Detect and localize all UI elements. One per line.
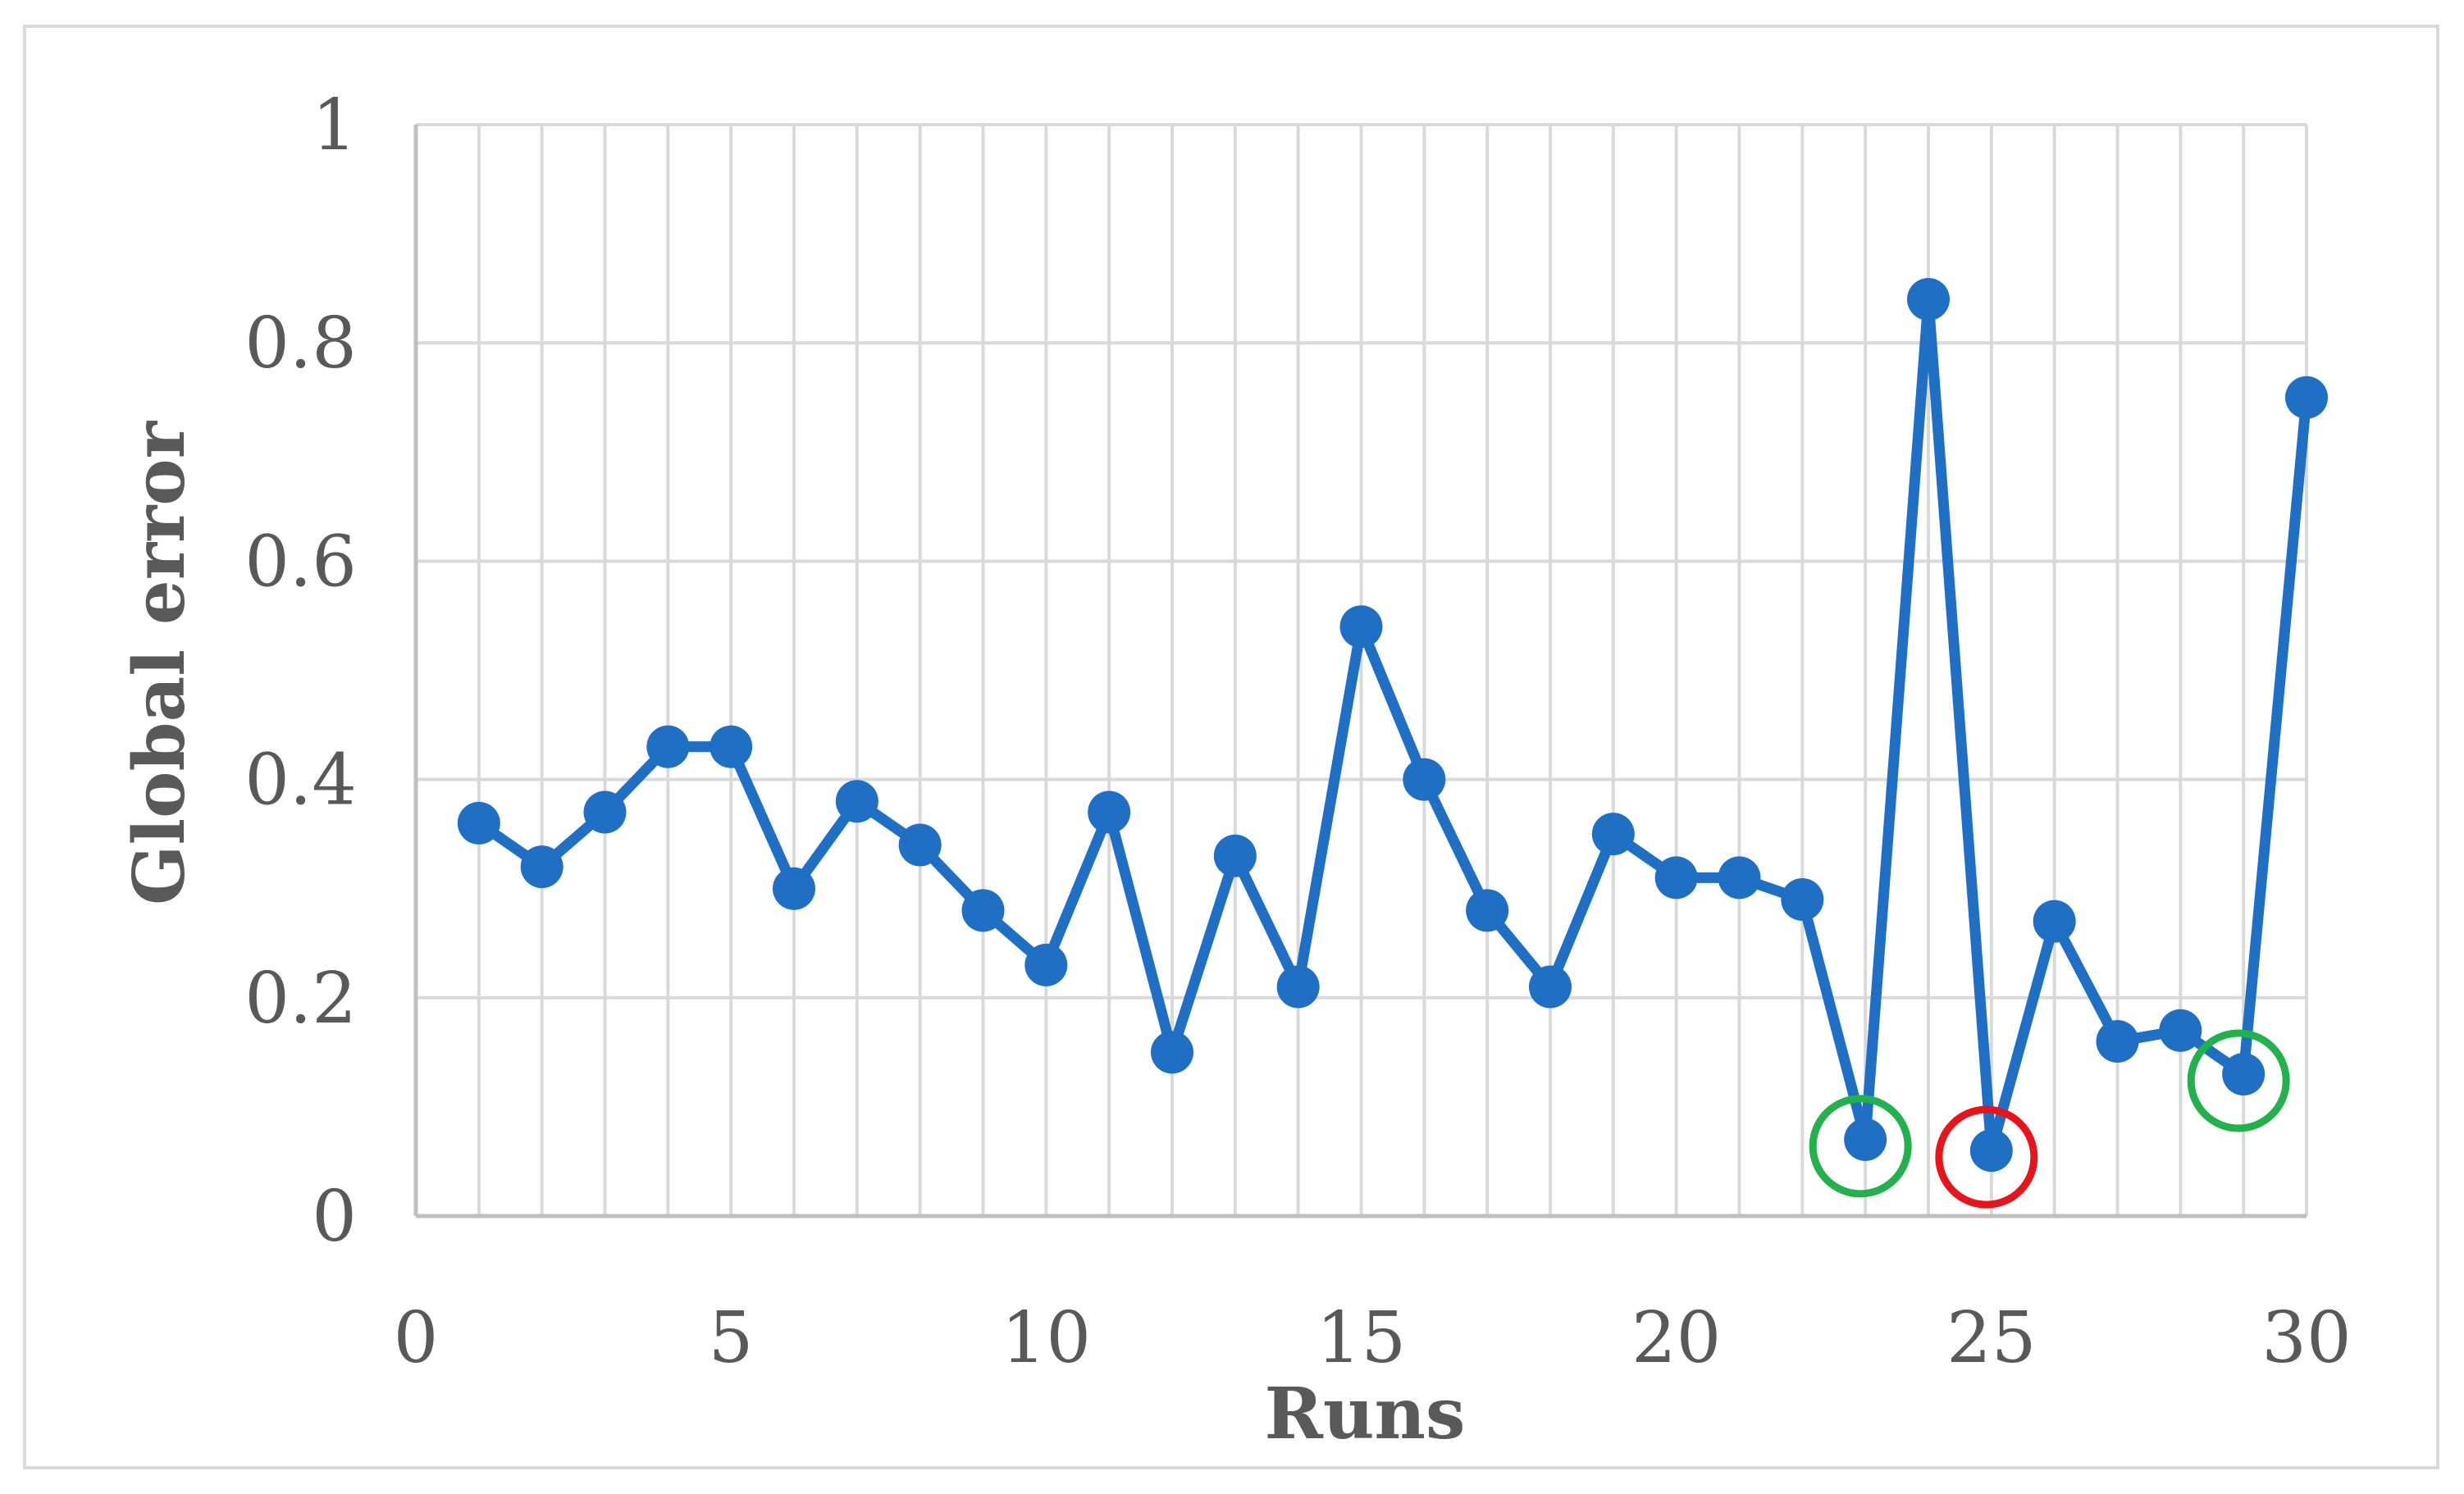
y-tick-label: 0.8 xyxy=(244,303,357,385)
data-point xyxy=(1151,1031,1193,1074)
data-point xyxy=(961,889,1005,932)
highlight-circle xyxy=(1935,1105,2038,1209)
chart-frame: 0 0.2 0.4 0.6 0.8 1 0 5 10 15 20 25 30 Runs Global e… xyxy=(23,25,2439,1469)
x-tick-label: 10 xyxy=(1002,1297,1091,1379)
data-point xyxy=(2222,1052,2266,1095)
axes xyxy=(413,125,2307,1218)
highlight-circle xyxy=(1809,1095,1912,1198)
data-point xyxy=(773,867,815,910)
data-point xyxy=(1907,277,1950,321)
data-point xyxy=(1591,813,1635,856)
data-point xyxy=(898,823,942,867)
data-point xyxy=(1024,943,1068,986)
data-point xyxy=(1276,965,1320,1009)
data-point xyxy=(1466,889,1509,932)
y-axis-title: Global error xyxy=(118,420,201,905)
data-point xyxy=(2285,376,2328,419)
data-point xyxy=(1088,790,1131,834)
data-point xyxy=(710,725,753,768)
x-tick-label: 25 xyxy=(1946,1297,2036,1379)
data-point xyxy=(1718,856,1761,900)
x-axis-title: Runs xyxy=(1265,1373,1466,1455)
x-tick-label: 0 xyxy=(394,1297,439,1379)
data-point xyxy=(1654,856,1698,900)
gridlines xyxy=(416,123,2308,1216)
data-point xyxy=(2159,1009,2202,1052)
tick-labels: 00.20.40.60.810 5 10 15 20 25 30 xyxy=(244,84,2352,1379)
data-point xyxy=(520,845,564,889)
data-point xyxy=(457,801,500,845)
y-tick-label: 0.2 xyxy=(244,958,357,1040)
data-point xyxy=(1339,605,1383,649)
x-tick-label: 15 xyxy=(1316,1297,1406,1379)
data-point xyxy=(1969,1129,2013,1173)
data-point xyxy=(583,790,627,834)
data-point xyxy=(835,780,878,823)
line-chart: 00.20.40.60.810 5 10 15 20 25 30 Runs Global e… xyxy=(118,84,2352,1455)
x-tick-label: 20 xyxy=(1631,1297,1721,1379)
data-point xyxy=(646,725,690,768)
data-point xyxy=(1213,834,1257,877)
series xyxy=(457,277,2328,1173)
data-point xyxy=(1844,1118,1887,1161)
x-tick-label: 5 xyxy=(709,1297,754,1379)
y-tick-label: 0.4 xyxy=(244,740,357,822)
y-tick-label: 1 xyxy=(312,84,357,166)
annotations xyxy=(1809,1029,2290,1209)
y-tick-label: 0 xyxy=(312,1176,357,1258)
y-tick-label: 0.6 xyxy=(244,521,357,603)
data-point xyxy=(1403,758,1446,801)
series-line xyxy=(473,294,2312,1156)
x-tick-label: 30 xyxy=(2261,1297,2351,1379)
data-point xyxy=(2096,1020,2139,1064)
data-point xyxy=(1781,878,1824,922)
data-point xyxy=(2033,900,2076,943)
highlight-circle xyxy=(2187,1029,2290,1132)
data-point xyxy=(1529,965,1572,1009)
